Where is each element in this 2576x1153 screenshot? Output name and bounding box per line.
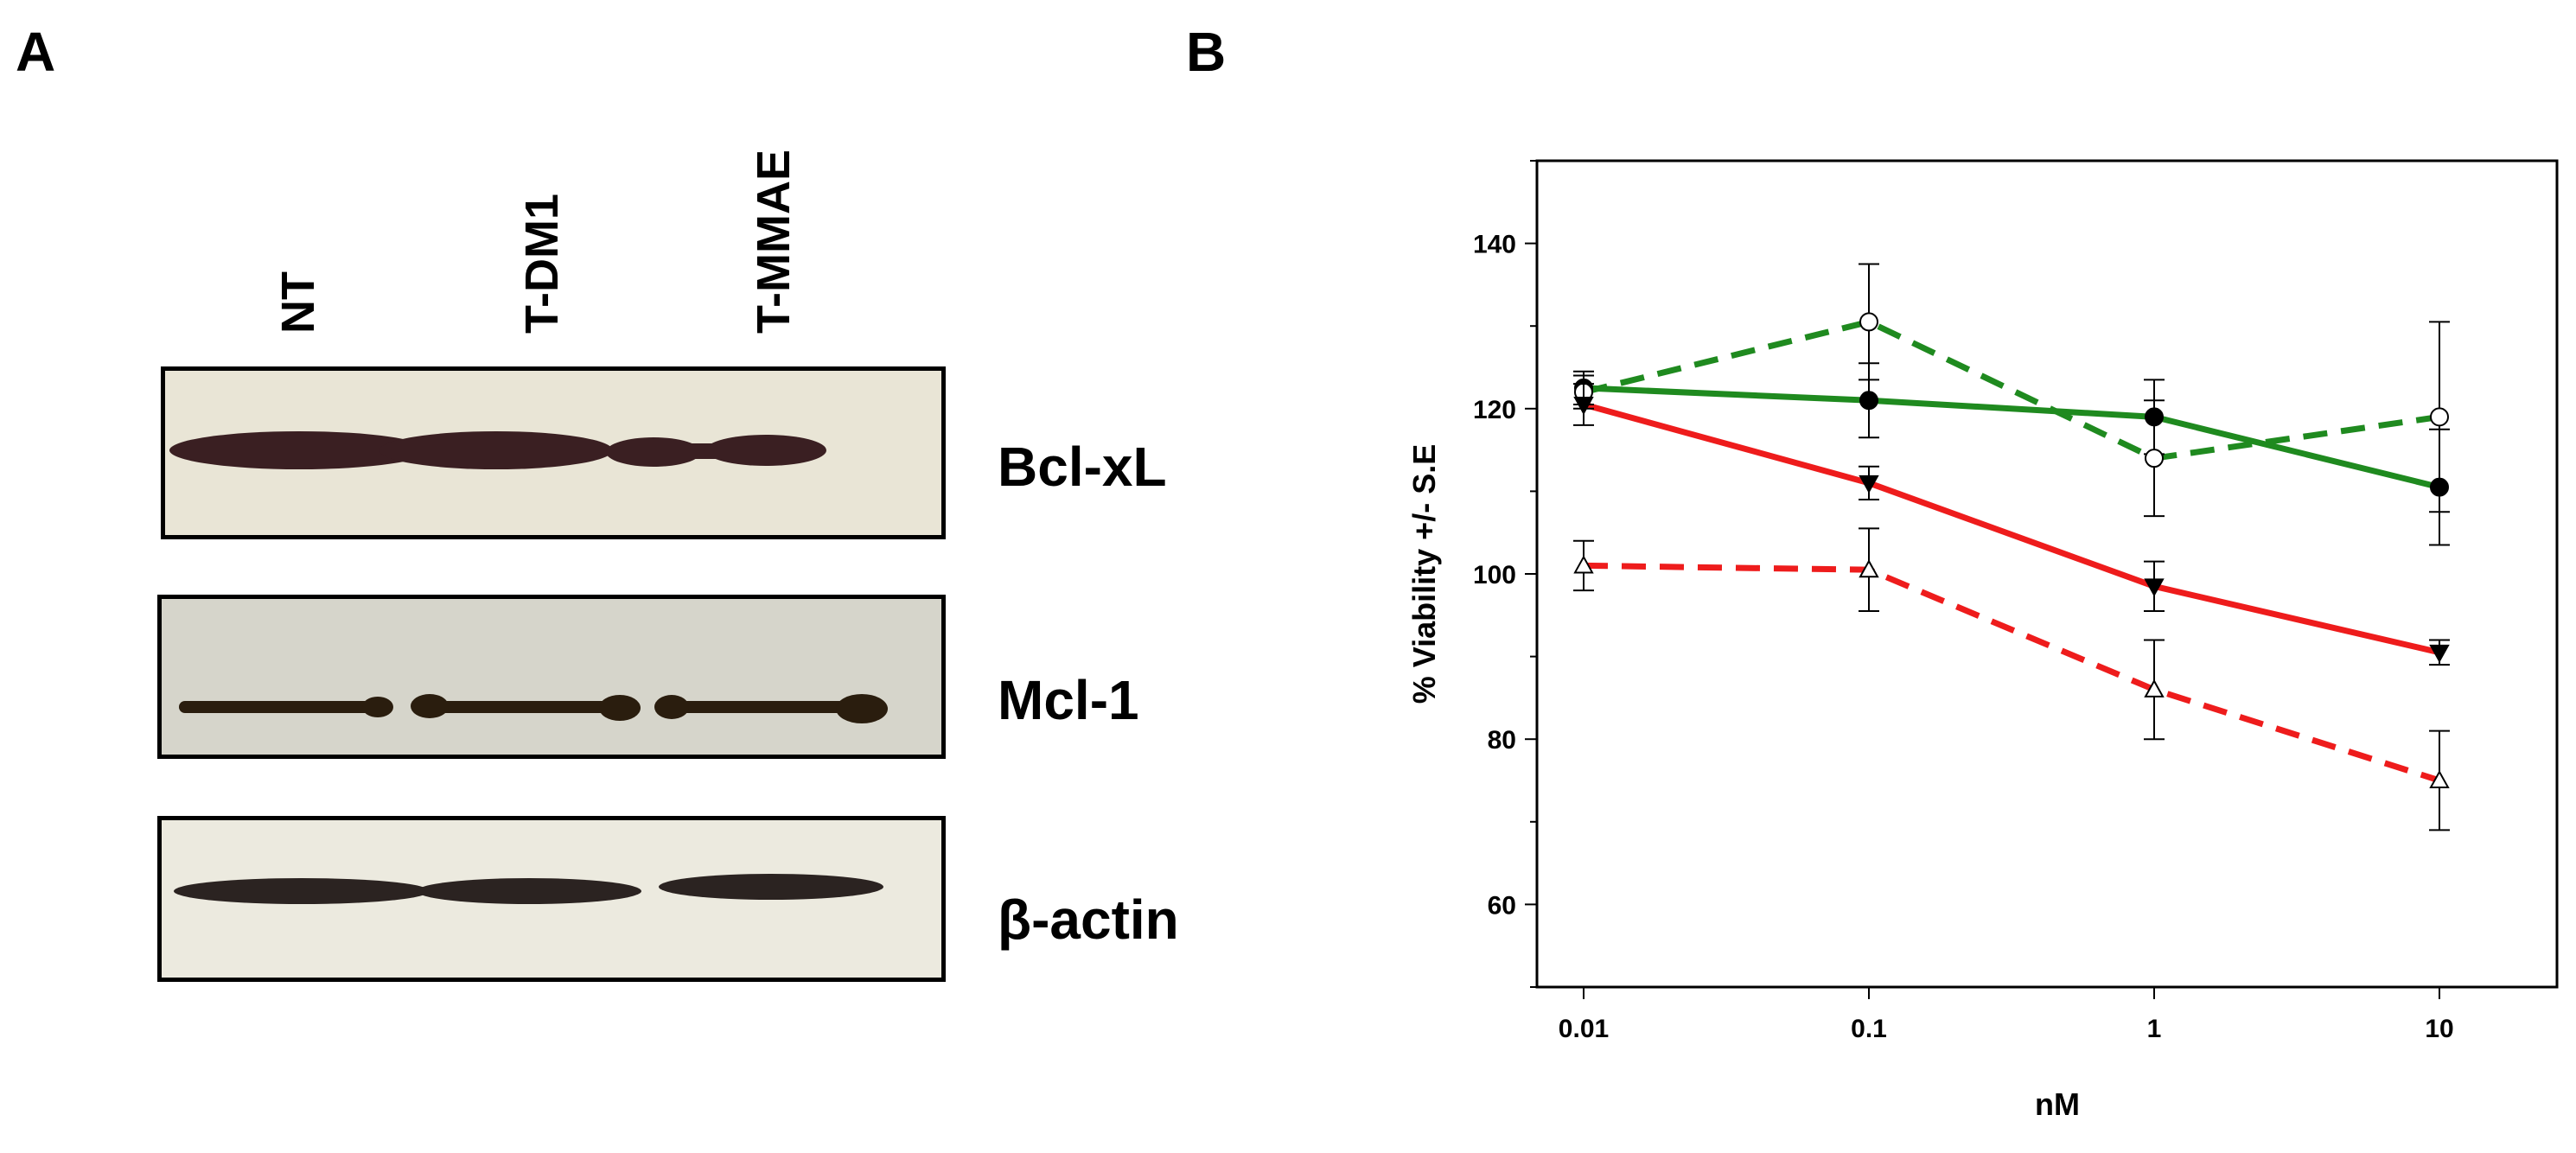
band-nt — [169, 431, 429, 469]
blot-beta-actin-image — [162, 820, 941, 978]
protein-label-mcl-1: Mcl-1 — [998, 669, 1139, 731]
blot-bcl-xl — [161, 366, 946, 539]
band-t-mmae-end — [836, 694, 888, 723]
data-point — [1859, 559, 1879, 578]
blot-bands — [169, 431, 826, 469]
data-point — [1859, 475, 1879, 494]
band-nt-end — [362, 697, 393, 717]
x-tick-label: 0.1 — [1851, 1015, 1887, 1043]
data-point — [1859, 312, 1878, 332]
data-point — [2145, 449, 2164, 468]
plot-frame — [1535, 159, 2559, 989]
y-tick-label: 140 — [1473, 231, 1516, 259]
x-axis-title: nM — [2035, 1086, 2080, 1122]
y-axis-ticks: 60 80 100 120 140 — [1473, 160, 1537, 988]
lane-label-nt: NT — [272, 271, 324, 334]
blot-mcl-1 — [157, 595, 946, 759]
x-tick-label: 10 — [2425, 1015, 2453, 1043]
band-nt — [174, 878, 430, 904]
band-t-mmae — [659, 874, 883, 900]
blot-bands — [179, 694, 888, 723]
x-axis-ticks: 0.01 0.1 1 10 — [1559, 987, 2454, 1043]
y-axis-title: % Viability +/- S.E — [1406, 444, 1442, 704]
y-tick-label: 60 — [1488, 891, 1516, 920]
blot-mcl-1-image — [162, 599, 941, 755]
data-point — [1573, 555, 1594, 574]
protein-label-beta-actin: β-actin — [998, 889, 1179, 951]
blot-background — [162, 599, 941, 755]
series-line — [1583, 401, 2440, 656]
y-tick-label: 80 — [1488, 726, 1516, 755]
panel-b-letter: B — [1186, 21, 1227, 83]
series-line — [1583, 385, 2440, 490]
series-layer — [1573, 263, 2450, 831]
blot-bands — [174, 874, 883, 904]
data-point — [2430, 407, 2449, 427]
x-tick-label: 0.01 — [1559, 1015, 1609, 1043]
blot-beta-actin — [157, 816, 946, 982]
band-t-mmae — [663, 701, 870, 713]
viability-chart: 60 80 100 120 140 0.01 0.1 1 10 nM % Viability … — [1406, 159, 2559, 1122]
lane-label-t-dm1: T-DM1 — [516, 194, 568, 334]
band-t-dm1 — [417, 878, 641, 904]
series-line — [1583, 562, 2441, 784]
x-tick-label: 1 — [2147, 1015, 2162, 1043]
band-t-dm1-end — [599, 695, 641, 721]
band-t-mmae-bridge — [654, 443, 766, 459]
y-tick-label: 100 — [1473, 561, 1516, 589]
data-point — [2429, 769, 2450, 788]
data-point — [2144, 578, 2165, 597]
protein-label-bcl-xl: Bcl-xL — [998, 436, 1167, 498]
band-t-dm1 — [379, 431, 613, 469]
data-point — [1859, 391, 1878, 411]
lane-label-t-mmae: T-MMAE — [748, 150, 800, 334]
band-t-dm1-start — [411, 694, 449, 718]
y-tick-label: 120 — [1473, 396, 1516, 424]
band-t-dm1 — [418, 701, 634, 713]
data-point — [1573, 397, 1594, 416]
blot-bcl-xl-image — [165, 371, 941, 535]
data-point — [2144, 678, 2165, 698]
panel-a-letter: A — [16, 21, 56, 83]
band-t-mmae-start — [654, 695, 689, 719]
data-point — [2429, 644, 2450, 663]
band-nt — [179, 701, 386, 713]
